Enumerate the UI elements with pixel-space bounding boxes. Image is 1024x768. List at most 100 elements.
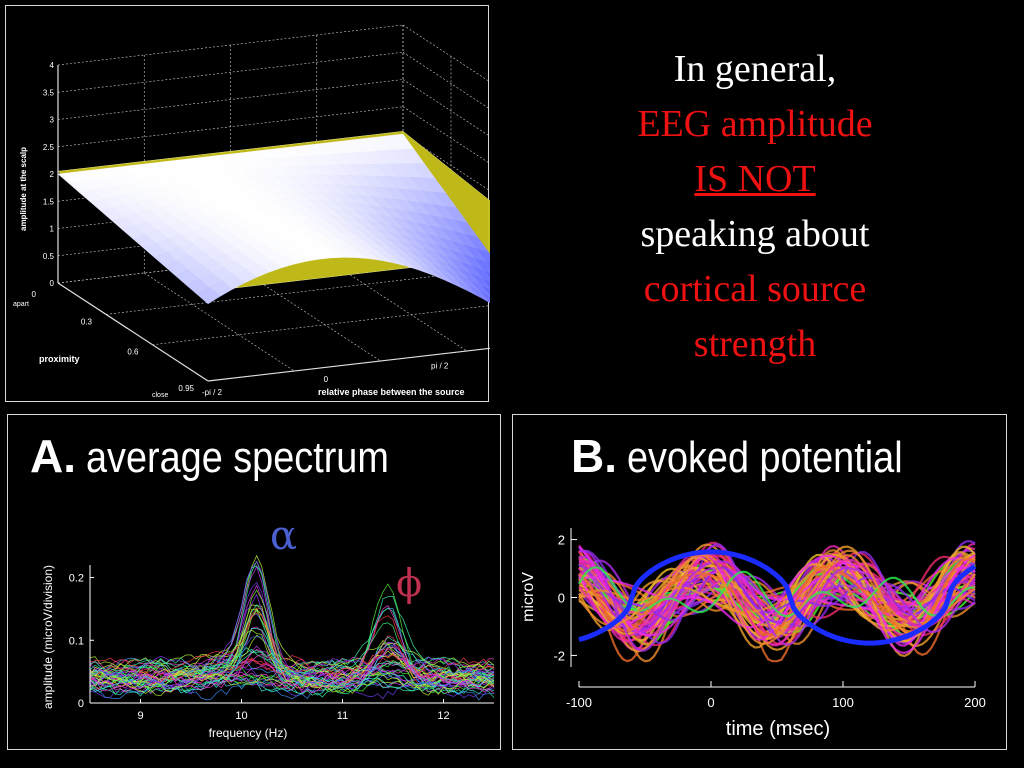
evoked-y-tick-label: 2	[558, 533, 565, 548]
y-tick-label: 0.95	[178, 384, 194, 393]
spectrum-panel: A. average spectrum 9 10 11 12 0 0.1 0.2 α ϕ fr…	[7, 414, 501, 750]
side-wall-gridline	[402, 24, 490, 83]
y-axis	[57, 282, 209, 382]
evoked-title-text: evoked potential	[627, 433, 903, 482]
evoked-traces	[578, 540, 977, 663]
evoked-ylabel: microV	[520, 572, 537, 622]
evoked-axes: -2 0 2 -100 0 100 200	[553, 528, 986, 710]
evoked-x-tick-label: 0	[707, 695, 714, 710]
spectrum-trace	[89, 609, 495, 689]
y-axis-label: proximity	[39, 354, 80, 364]
phi-annotation: ϕ	[396, 561, 422, 605]
z-tick-label: 1	[50, 225, 55, 234]
floor-gridline	[144, 272, 295, 372]
spectrum-trace	[89, 648, 495, 692]
spectrum-trace	[89, 605, 495, 694]
spectrum-chart: 9 10 11 12 0 0.1 0.2 α ϕ frequency (Hz) amplit…	[41, 513, 495, 740]
z-tick-label: 0	[50, 279, 55, 288]
y-tick-label: 0.6	[127, 348, 139, 357]
spectrum-trace	[89, 604, 495, 681]
spectrum-y-tick-label: 0.2	[69, 573, 84, 585]
spectrum-title-text: average spectrum	[86, 433, 389, 482]
evoked-reference-wave	[578, 549, 977, 646]
y-end-apart: apart	[13, 301, 29, 308]
surface-plot: 0 0.5 1 1.5 2 2.5 3 3.5 4 0 0.3 0.6 0.95 -pi / 2 0 pi /…	[13, 24, 490, 399]
z-tick-label: 2	[50, 170, 55, 179]
alpha-annotation: α	[270, 513, 297, 559]
statement-line-5: cortical source	[643, 268, 867, 310]
surface-ticks: 0 0.5 1 1.5 2 2.5 3 3.5 4 0 0.3 0.6 0.95 -pi / 2 0 pi /…	[32, 61, 490, 397]
x-tick-label: pi / 2	[431, 362, 449, 371]
spectrum-trace	[89, 674, 495, 697]
slide-statement: In general, EEG amplitude IS NOT speakin…	[560, 42, 950, 372]
x-tick-label: -pi / 2	[202, 388, 223, 397]
back-wall-gridline	[57, 24, 404, 66]
side-wall-gridline	[402, 133, 490, 192]
z-tick-label: 3.5	[43, 88, 55, 97]
surface-patch	[196, 287, 221, 305]
side-wall-gridline	[402, 79, 490, 137]
z-tick-label: 0.5	[43, 252, 55, 261]
evoked-trace	[578, 555, 976, 632]
z-tick-label: 4	[50, 61, 55, 70]
spectrum-trace	[89, 612, 495, 677]
spectrum-trace	[89, 660, 495, 686]
spectrum-xlabel: frequency (Hz)	[209, 726, 288, 740]
spectrum-trace	[89, 636, 495, 688]
statement-line-6: strength	[693, 323, 817, 365]
spectrum-traces	[89, 554, 495, 701]
side-wall-gridline	[402, 106, 490, 164]
spectrum-ylabel: amplitude (microV/division)	[41, 565, 55, 709]
x-axis-label: relative phase between the source	[318, 387, 465, 397]
side-wall-gridline	[402, 51, 490, 110]
statement-line-3: IS NOT	[694, 158, 816, 200]
evoked-trace	[578, 557, 976, 636]
evoked-x-tick-label: 100	[832, 695, 854, 710]
spectrum-trace	[89, 554, 495, 677]
y-tick-label: 0.3	[81, 317, 93, 326]
evoked-x-tick-label: 200	[964, 695, 986, 710]
evoked-trace	[578, 566, 976, 618]
evoked-y-tick-label: 0	[558, 591, 565, 606]
statement-line-1: In general,	[673, 48, 837, 90]
x-axis	[207, 347, 490, 382]
evoked-trace	[578, 546, 976, 637]
evoked-trace	[578, 554, 976, 646]
back-wall-gridline	[57, 79, 404, 120]
spectrum-trace	[89, 604, 495, 699]
surface-plot-panel: 0 0.5 1 1.5 2 2.5 3 3.5 4 0 0.3 0.6 0.95 -pi / 2 0 pi /…	[5, 5, 490, 402]
x-tick-label: 0	[324, 375, 329, 384]
spectrum-y-tick-label: 0	[78, 698, 84, 710]
z-tick-label: 1.5	[43, 197, 55, 206]
back-wall-gridline	[57, 51, 404, 93]
spectrum-axes: 9 10 11 12 0 0.1 0.2	[69, 565, 494, 722]
evoked-panel: B. evoked potential -2 0 2 -100 0 100 200 time …	[512, 414, 1007, 750]
spectrum-x-tick-label: 10	[235, 710, 247, 722]
z-tick-label: 2.5	[43, 143, 55, 152]
spectrum-x-tick-label: 12	[437, 710, 449, 722]
evoked-trace	[578, 560, 976, 633]
floor-gridline	[152, 305, 490, 346]
evoked-chart: -2 0 2 -100 0 100 200 time (msec) microV	[520, 528, 986, 740]
spectrum-x-tick-label: 11	[337, 710, 348, 722]
evoked-y-tick-label: -2	[553, 648, 565, 663]
spectrum-trace	[89, 608, 495, 695]
panel-letter-a: A.	[30, 430, 76, 482]
z-axis-label: amplitude at the scalp	[19, 147, 28, 231]
spectrum-title: A. average spectrum	[30, 429, 438, 483]
z-tick-label: 3	[50, 116, 55, 125]
panel-letter-b: B.	[571, 430, 617, 482]
statement-line-2: EEG amplitude	[637, 103, 873, 145]
y-end-close: close	[152, 392, 168, 399]
spectrum-trace	[89, 560, 495, 676]
spectrum-y-tick-label: 0.1	[69, 635, 84, 647]
statement-line-4: speaking about	[640, 213, 870, 255]
spectrum-trace	[89, 647, 495, 684]
floor-gridline	[105, 274, 452, 315]
spectrum-trace	[89, 629, 495, 678]
evoked-trace	[578, 554, 976, 655]
phase-surface	[57, 133, 490, 305]
spectrum-x-tick-label: 9	[137, 710, 143, 722]
evoked-xlabel: time (msec)	[726, 718, 830, 740]
y-tick-label: 0	[32, 290, 37, 299]
